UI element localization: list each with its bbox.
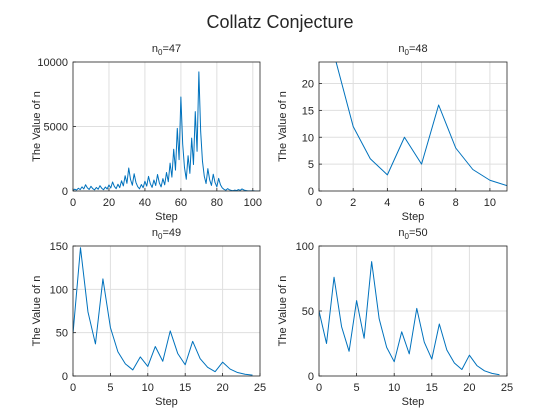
panel-3-y-tick-label-2: 100 <box>50 284 68 296</box>
panel-2-x-tick-label-3: 6 <box>418 197 424 209</box>
panel-1-x-tick-label-5: 100 <box>244 197 262 209</box>
panel-3-x-tick-label-0: 0 <box>70 382 76 394</box>
panel-2-axes-box <box>318 61 508 192</box>
panel-4-x-tick-label-1: 5 <box>354 382 360 394</box>
panel-1: 0 20 40 60 80 100 0 5000 10000 Step The Value of n… <box>31 43 262 223</box>
panel-4-y-tick-label-0: 0 <box>308 371 314 383</box>
panel-3-plot-area <box>73 246 260 376</box>
panel-4-y-tick-label-1: 50 <box>302 306 314 318</box>
panel-4-x-tick-label-3: 15 <box>426 382 438 394</box>
panel-2-x-tick-label-1: 2 <box>350 197 356 209</box>
panel-4-x-tick-label-4: 20 <box>463 382 475 394</box>
panel-2-plot-area <box>319 62 507 191</box>
panel-1-y-tick-label-2: 10000 <box>37 57 68 69</box>
panel-2-title-base: n <box>398 43 404 55</box>
panel-4-title-subscript: 0 <box>405 232 410 241</box>
panel-3-title-subscript: 0 <box>158 232 163 241</box>
panel-3-axes-box <box>72 245 261 377</box>
panel-2-x-tick-label-0: 0 <box>316 197 322 209</box>
panel-1-title: n0=47 <box>152 43 181 57</box>
panel-1-x-tick-label-4: 80 <box>211 197 223 209</box>
panel-4-x-tick-label-5: 25 <box>501 382 513 394</box>
panel-1-x-tick-label-2: 40 <box>139 197 151 209</box>
panel-1-x-tick-label-3: 60 <box>175 197 187 209</box>
panel-2-title-subscript: 0 <box>405 48 410 57</box>
panel-3-title: n0=49 <box>152 227 181 241</box>
panel-2-title: n0=48 <box>398 43 427 57</box>
panel-3-x-tick-label-2: 10 <box>142 382 154 394</box>
panel-3-x-tick-label-3: 15 <box>179 382 191 394</box>
panel-4-y-axis-label: The Value of n <box>277 276 289 347</box>
panel-3-title-base: n <box>152 227 158 239</box>
panel-3-y-tick-label-3: 150 <box>50 241 68 253</box>
panel-3-x-tick-label-4: 20 <box>216 382 228 394</box>
panel-1-y-tick-label-0: 0 <box>62 186 68 198</box>
panel-2-title-rest: =48 <box>409 43 428 55</box>
panel-1-title-rest: =47 <box>162 43 181 55</box>
panel-1-x-axis-label: Step <box>155 211 178 223</box>
panel-3-series-line-1 <box>73 247 253 376</box>
panel-4-series-line-1 <box>319 261 500 376</box>
panel-2-y-tick-label-2: 10 <box>302 132 314 144</box>
panel-2-y-tick-label-1: 5 <box>308 159 314 171</box>
panel-2-x-tick-label-5: 10 <box>484 197 496 209</box>
panel-1-x-tick-label-1: 20 <box>103 197 115 209</box>
panel-3-y-axis-label: The Value of n <box>31 276 43 347</box>
panel-2-y-tick-label-0: 0 <box>308 186 314 198</box>
panel-4-y-tick-label-2: 100 <box>296 241 314 253</box>
panel-3-y-tick-label-0: 0 <box>62 371 68 383</box>
panel-2-y-tick-label-3: 15 <box>302 105 314 117</box>
panel-3-y-tick-label-1: 50 <box>56 328 68 340</box>
panel-3-x-tick-label-1: 5 <box>107 382 113 394</box>
panel-4-title-rest: =50 <box>409 227 428 239</box>
panel-3-x-tick-label-5: 25 <box>254 382 266 394</box>
panel-2-x-axis-label: Step <box>402 211 425 223</box>
panel-2-y-tick-label-4: 20 <box>302 79 314 91</box>
panel-1-series-line-1 <box>73 71 260 191</box>
panel-1-title-base: n <box>152 43 158 55</box>
panel-2-series-line-1 <box>335 62 507 187</box>
panel-3-x-axis-label: Step <box>155 396 178 408</box>
panel-4-x-tick-label-0: 0 <box>316 382 322 394</box>
panel-4-title-base: n <box>398 227 404 239</box>
figure-title: Collatz Conjecture <box>206 12 353 32</box>
panel-1-y-axis-label: The Value of n <box>31 91 43 162</box>
panel-3-title-rest: =49 <box>162 227 181 239</box>
panel-1-x-tick-label-0: 0 <box>70 197 76 209</box>
panel-4-title: n0=50 <box>398 227 427 241</box>
panel-4-x-tick-label-2: 10 <box>388 382 400 394</box>
panel-4-x-axis-label: Step <box>402 396 425 408</box>
panel-2-x-tick-label-4: 8 <box>453 197 459 209</box>
panel-2-x-tick-label-2: 4 <box>384 197 390 209</box>
panel-1-title-subscript: 0 <box>158 48 163 57</box>
panel-1-y-tick-label-1: 5000 <box>44 122 68 134</box>
panel-2-y-axis-label: The Value of n <box>277 91 289 162</box>
